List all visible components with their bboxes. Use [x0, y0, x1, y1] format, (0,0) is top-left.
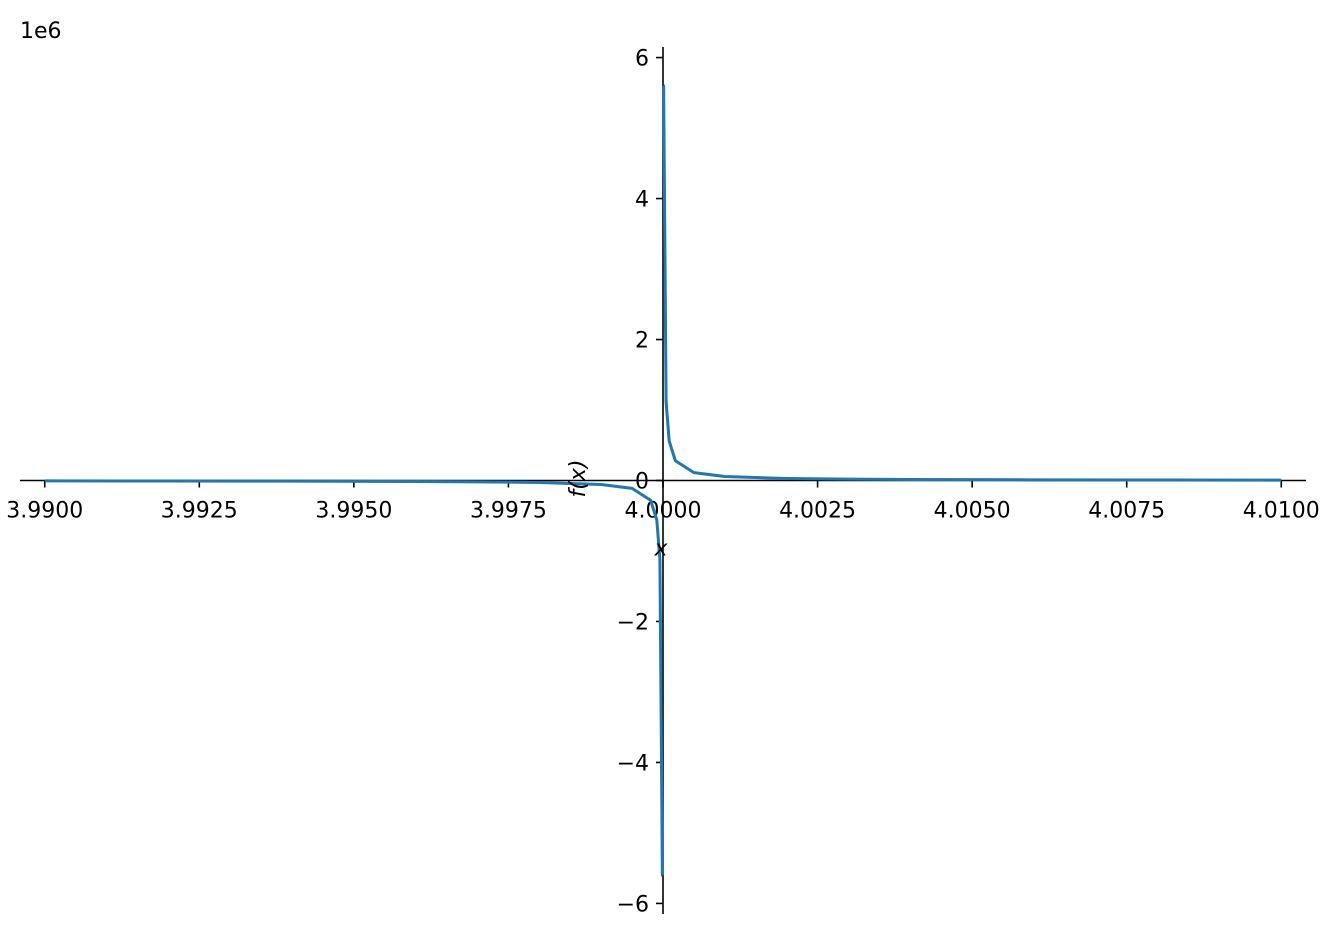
y-axis-label: f(x) — [566, 460, 591, 498]
x-tick-label: 4.0025 — [779, 499, 856, 524]
y-tick-label: −4 — [617, 751, 649, 776]
y-tick-label: −2 — [617, 610, 649, 635]
y-offset-text: 1e6 — [20, 19, 62, 44]
y-tick-label: −6 — [617, 892, 649, 917]
series-line-left-branch — [44, 479, 664, 877]
x-tick-label: 3.9900 — [6, 499, 83, 524]
y-axis: −6 −4 −2 0 2 4 6 — [617, 47, 664, 917]
series-line-right-branch — [662, 84, 1282, 482]
series-group — [44, 84, 1282, 877]
x-tick-label: 3.9925 — [161, 499, 238, 524]
x-tick-label: 4.0050 — [934, 499, 1011, 524]
y-tick-label: 0 — [635, 470, 649, 495]
x-tick-label: 4.0075 — [1088, 499, 1165, 524]
y-tick-label: 6 — [635, 47, 649, 72]
x-axis-label: x — [653, 537, 668, 562]
y-tick-label: 2 — [635, 329, 649, 354]
y-tick-label: 4 — [635, 188, 649, 213]
x-tick-label: 3.9975 — [470, 499, 547, 524]
x-tick-label: 3.9950 — [315, 499, 392, 524]
x-axis: 3.9900 3.9925 3.9950 3.9975 4.0000 4.0025 4.00… — [6, 479, 1320, 524]
x-tick-label: 4.0100 — [1243, 499, 1320, 524]
